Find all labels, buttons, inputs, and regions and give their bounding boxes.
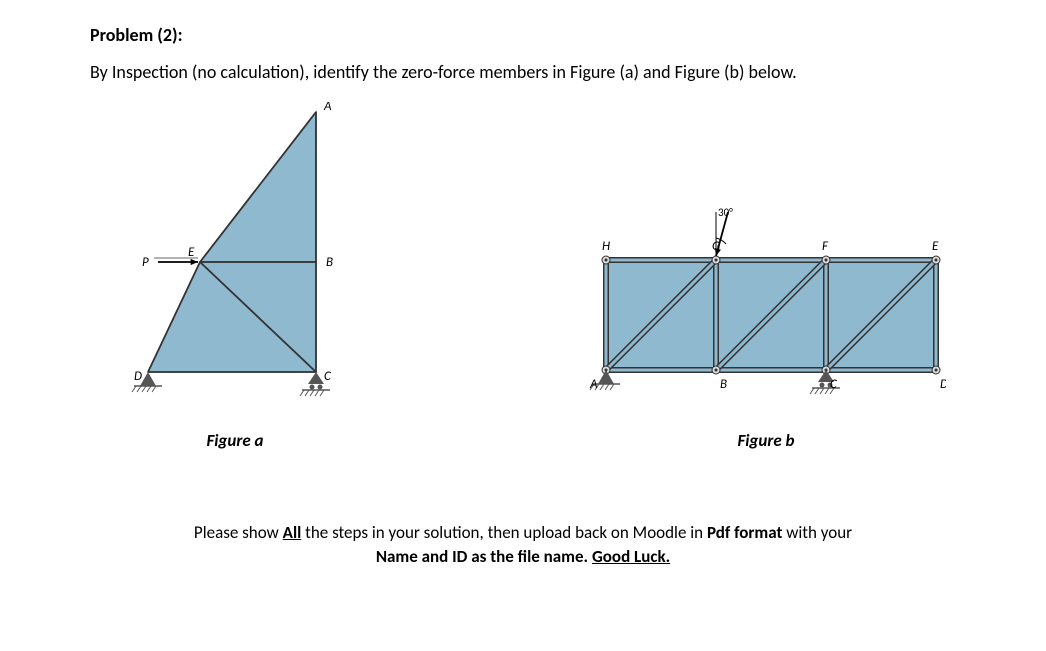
footer-pdf: Pdf format	[707, 522, 782, 543]
footer-line2a: Name and ID as the file name.	[376, 546, 592, 567]
svg-text:B: B	[720, 377, 727, 392]
svg-text:30°: 30°	[718, 206, 733, 219]
svg-text:E: E	[932, 239, 939, 254]
problem-description: By Inspection (no calculation), identify…	[90, 60, 956, 84]
svg-text:A: A	[589, 377, 598, 392]
svg-text:D: D	[134, 369, 142, 384]
footer-text: Please show All the steps in your soluti…	[90, 521, 956, 569]
figure-b-block: 30° H A G B F C E D Figure b	[586, 202, 946, 451]
svg-text:G: G	[712, 239, 720, 254]
footer-all: All	[283, 522, 302, 543]
svg-text:P: P	[142, 255, 149, 270]
figure-a-block: P A B C D E Figure a	[130, 102, 340, 451]
svg-text:A: A	[323, 102, 332, 114]
footer-goodluck: Good Luck.	[592, 546, 670, 567]
svg-text:F: F	[822, 239, 829, 254]
footer-mid1: the steps in your solution, then upload …	[301, 522, 707, 543]
footer-prefix: Please show	[194, 522, 283, 543]
footer-mid2: with your	[782, 522, 852, 543]
svg-text:D: D	[940, 377, 946, 392]
figure-a-caption: Figure a	[206, 430, 263, 451]
svg-text:C: C	[830, 377, 838, 392]
figure-b-caption: Figure b	[737, 430, 794, 451]
figures-row: P A B C D E Figure a 30° H A G B F C E D Figure b	[90, 102, 956, 451]
svg-text:E: E	[188, 245, 195, 260]
svg-text:C: C	[324, 369, 332, 384]
figure-a-svg: P A B C D E	[130, 102, 340, 412]
svg-text:H: H	[602, 239, 610, 254]
svg-text:B: B	[326, 255, 333, 270]
figure-b-svg: 30° H A G B F C E D	[586, 202, 946, 412]
problem-title: Problem (2):	[90, 24, 956, 46]
